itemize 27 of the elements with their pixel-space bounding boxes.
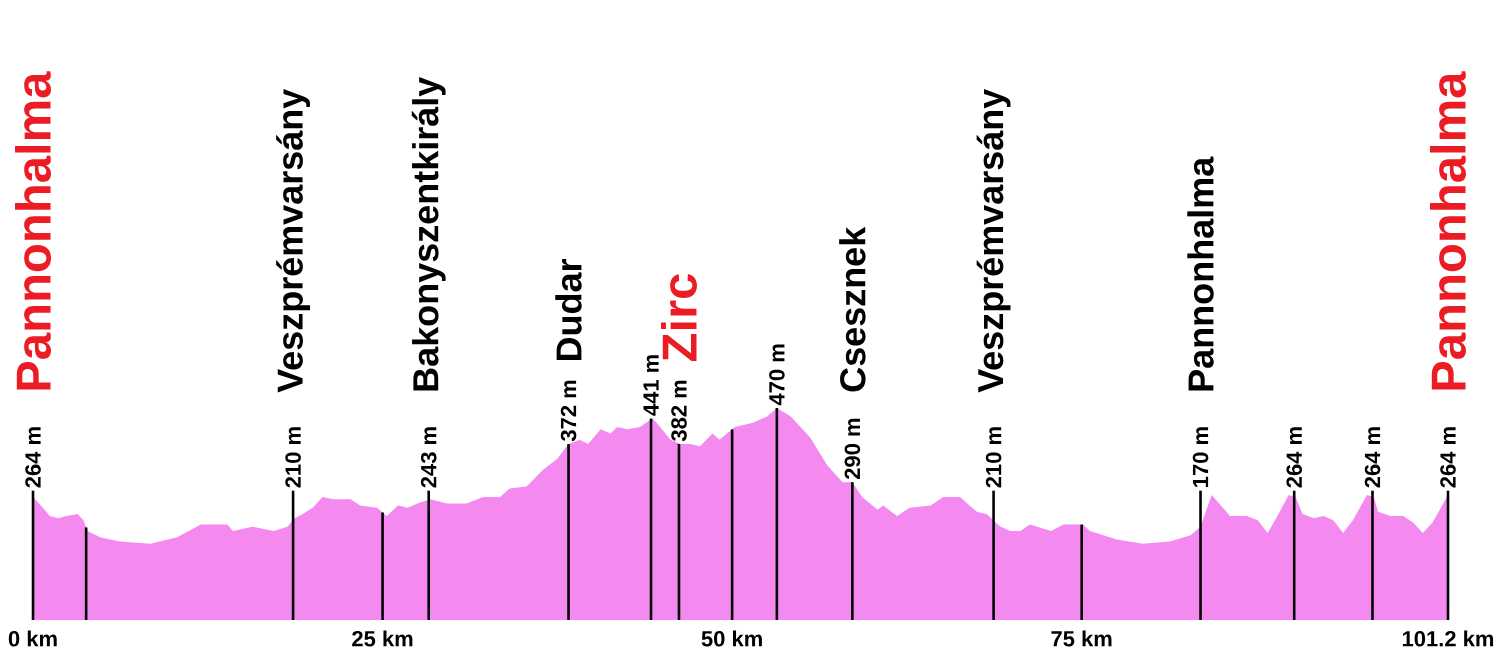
annotation: 441 m [643,355,659,416]
annotation: 372 m [560,380,577,442]
text: Zirc [660,274,697,361]
text: Veszprémvarsány [976,88,1011,393]
x-tick-label: 25 km [352,630,413,647]
x-tick-label: 0 km [8,630,57,647]
x-tick-label: 50 km [701,630,762,647]
text: Pannonhalma [15,71,51,390]
annotation: 264 m [1364,427,1381,488]
annotation: 210 m [285,427,301,488]
annotation: 210 m [985,427,1002,488]
text: Pannonhalma [1187,156,1214,391]
annotation: 243 m [420,427,437,488]
x-tick-label: 101.2 km [1402,630,1494,647]
annotation: 470 m [769,344,785,406]
annotation: 170 m [1192,427,1209,487]
annotation: 290 m [844,418,861,480]
text: Dudar [555,259,582,361]
x-tick-label: 75 km [1051,630,1112,647]
text: Bakonyszentkirály [411,76,446,391]
annotation: 264 m [1286,427,1302,488]
annotation: 382 m [671,380,687,442]
annotation: 264 m [25,427,41,488]
text: Pannonhalma [1430,71,1466,390]
text: Csesznek [839,226,866,392]
annotation: 264 m [1440,427,1456,488]
text: Veszprémvarsány [276,88,311,393]
